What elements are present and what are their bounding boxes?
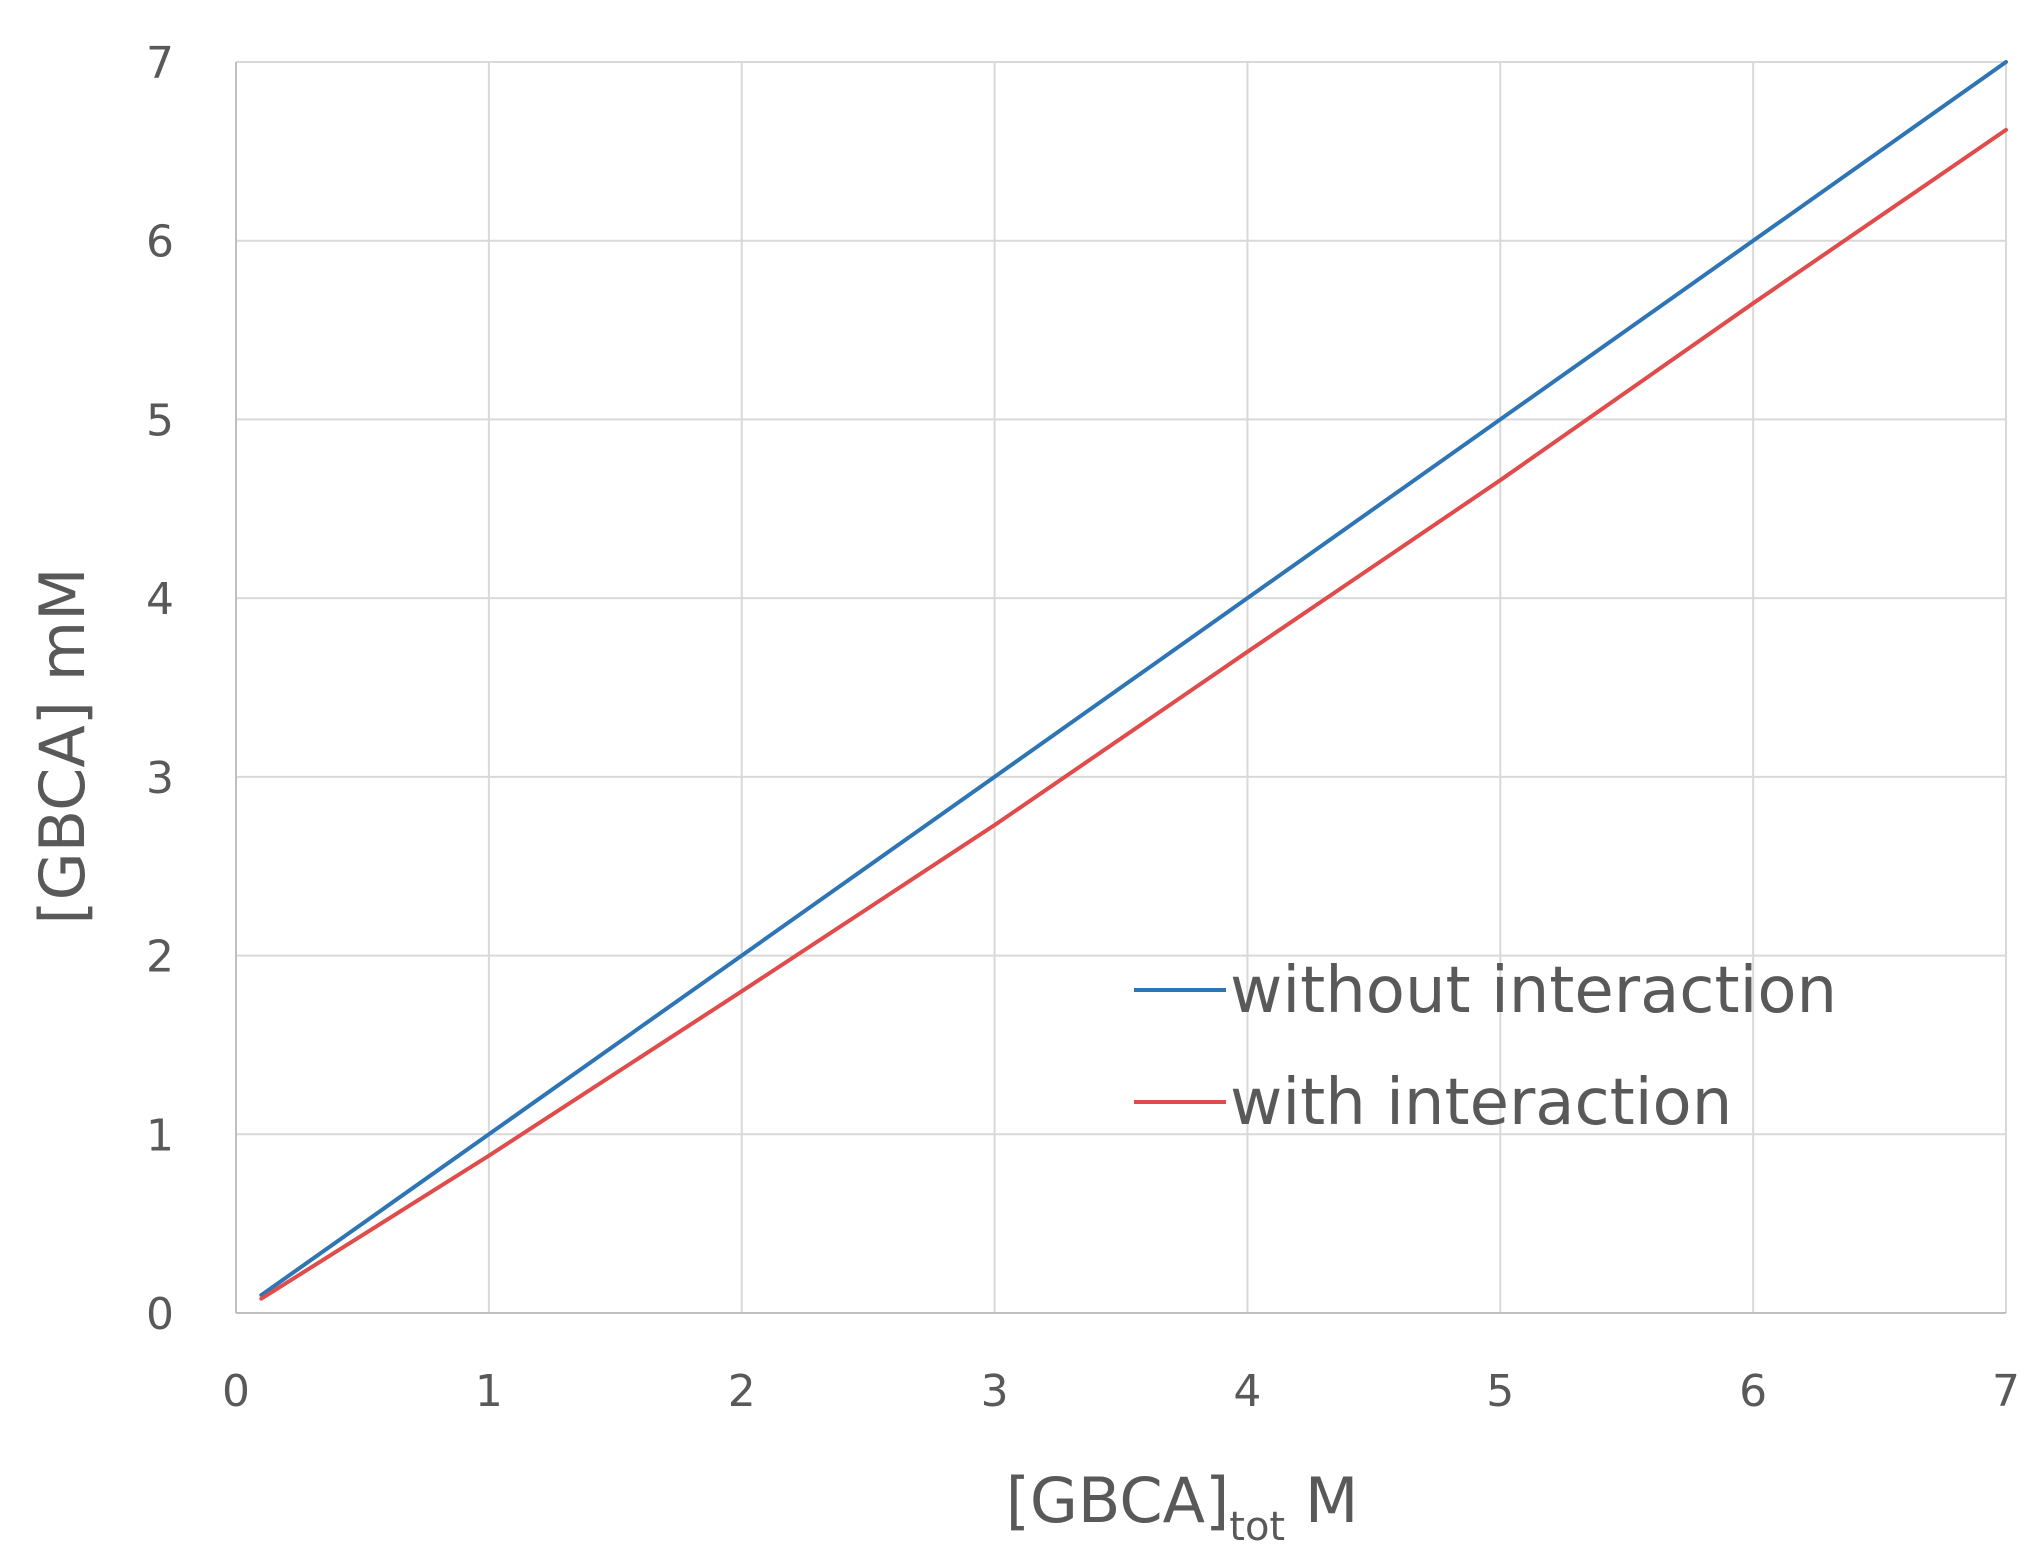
x-axis-title-unit: M — [1285, 1464, 1358, 1537]
y-axis-title: [GBCA] mM — [26, 567, 99, 924]
x-axis-title-subscript: tot — [1229, 1504, 1285, 1550]
y-tick-label: 3 — [146, 753, 174, 804]
legend-label: without interaction — [1230, 954, 1837, 1028]
x-tick-label: 3 — [981, 1366, 1009, 1417]
x-tick-label: 7 — [1992, 1366, 2020, 1417]
series-line-with-interaction — [259, 127, 2008, 1301]
y-tick-label: 1 — [146, 1110, 174, 1161]
y-tick-label: 4 — [146, 574, 174, 625]
x-tick-label: 2 — [728, 1366, 756, 1417]
legend-label: with interaction — [1230, 1066, 1732, 1140]
tick-labels: 0 1 2 3 4 5 6 7 0 1 2 3 4 5 6 7 — [146, 38, 2020, 1417]
x-tick-label: 4 — [1233, 1366, 1261, 1417]
x-axis-title: [GBCA]tot M — [1006, 1464, 1359, 1550]
y-tick-label: 2 — [146, 932, 174, 983]
y-tick-label: 7 — [146, 38, 174, 89]
series-line-without-interaction — [259, 60, 2008, 1298]
y-tick-label: 5 — [146, 395, 174, 446]
x-axis-title-main: [GBCA] — [1006, 1464, 1230, 1537]
series-group — [259, 60, 2008, 1301]
legend: without interaction with interaction — [1134, 954, 1837, 1140]
x-tick-label: 0 — [222, 1366, 250, 1417]
axes — [235, 62, 2006, 1314]
x-tick-label: 5 — [1486, 1366, 1514, 1417]
y-tick-label: 0 — [146, 1289, 174, 1340]
y-tick-label: 6 — [146, 217, 174, 268]
x-tick-label: 6 — [1739, 1366, 1767, 1417]
grid — [236, 61, 2007, 1313]
x-tick-label: 1 — [475, 1366, 503, 1417]
